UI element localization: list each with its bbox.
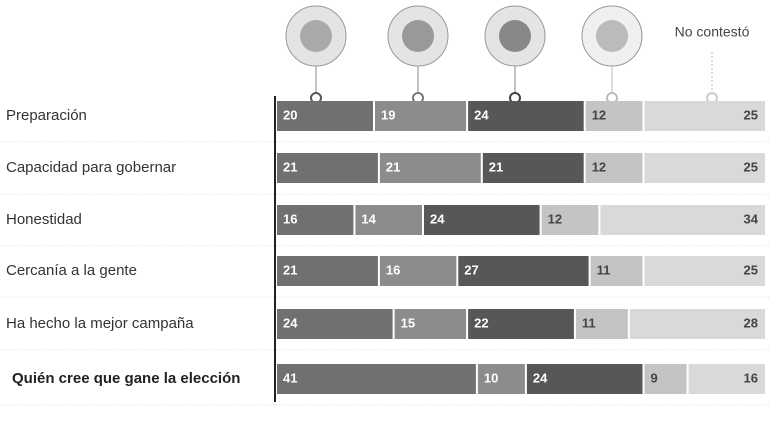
- category-label: Preparación: [6, 107, 87, 124]
- chart: No contestó Preparación 20 19 24 12 25 Capacid…: [0, 0, 769, 422]
- value-label: 19: [381, 107, 395, 122]
- category-label: Ha hecho la mejor campaña: [6, 315, 194, 332]
- value-label: 24: [430, 211, 445, 226]
- value-label: 28: [744, 315, 758, 330]
- value-label: 25: [744, 107, 758, 122]
- value-label: 21: [386, 159, 400, 174]
- value-label: 16: [744, 370, 758, 385]
- legend-label: No contestó: [675, 24, 750, 40]
- value-label: 12: [592, 159, 606, 174]
- bar-segment: [600, 205, 765, 235]
- value-label: 24: [283, 315, 298, 330]
- value-label: 11: [582, 315, 596, 330]
- value-label: 12: [592, 107, 606, 122]
- value-label: 10: [484, 370, 498, 385]
- value-label: 9: [651, 370, 658, 385]
- value-label: 24: [474, 107, 489, 122]
- value-label: 15: [401, 315, 415, 330]
- value-label: 21: [489, 159, 503, 174]
- value-label: 11: [597, 262, 611, 277]
- photos: [286, 6, 717, 103]
- value-label: 41: [283, 370, 297, 385]
- value-label: 25: [744, 262, 758, 277]
- category-label: Capacidad para gobernar: [6, 159, 176, 176]
- category-label: Honestidad: [6, 211, 82, 228]
- value-label: 21: [283, 262, 297, 277]
- value-label: 27: [464, 262, 478, 277]
- value-label: 34: [744, 211, 759, 226]
- bar-segment: [277, 364, 476, 394]
- value-label: 20: [283, 107, 297, 122]
- value-label: 16: [283, 211, 297, 226]
- value-label: 21: [283, 159, 297, 174]
- category-label: Cercanía a la gente: [6, 262, 137, 279]
- value-label: 14: [361, 211, 376, 226]
- value-label: 22: [474, 315, 488, 330]
- value-label: 16: [386, 262, 400, 277]
- value-label: 12: [548, 211, 562, 226]
- category-label: Quién cree que gane la elección: [12, 370, 240, 387]
- value-label: 25: [744, 159, 758, 174]
- value-label: 24: [533, 370, 548, 385]
